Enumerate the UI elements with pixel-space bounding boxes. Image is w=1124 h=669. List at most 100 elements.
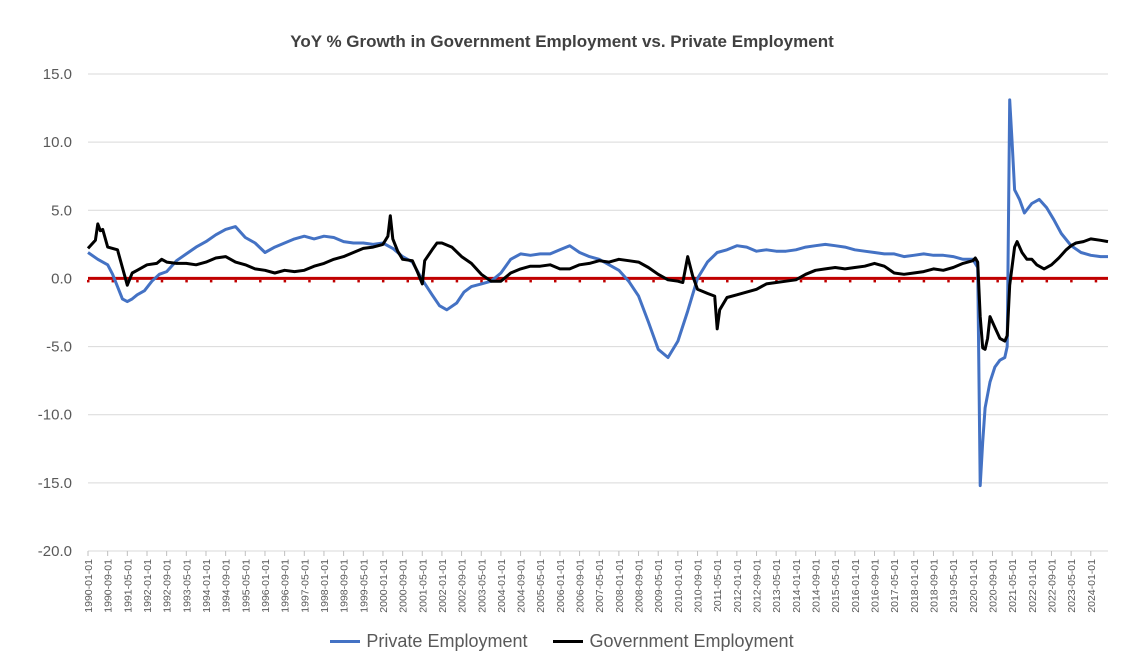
zero-line-marker — [381, 279, 385, 283]
y-tick-label: -5.0 — [46, 339, 72, 356]
zero-line-marker — [406, 279, 410, 283]
zero-line-marker — [799, 279, 803, 283]
zero-line-marker — [603, 279, 606, 283]
x-tick-label: 2023-05-01 — [1066, 559, 1078, 613]
x-tick-label: 2007-05-01 — [594, 559, 606, 613]
x-tick-label: 2020-09-01 — [987, 559, 999, 613]
y-axis: 15.0 10.0 5.0 0.0 -5.0 -10.0 -15.0 -20.0 — [38, 66, 72, 560]
zero-line-marker — [578, 279, 582, 283]
x-tick-label: 2024-01-01 — [1086, 559, 1098, 613]
chart-title: YoY % Growth in Government Employment vs… — [290, 32, 834, 51]
x-tick-label: 2022-09-01 — [1046, 559, 1058, 613]
zero-line-marker — [308, 279, 311, 283]
y-tick-label: 0.0 — [51, 270, 72, 287]
zero-line-marker — [504, 279, 508, 283]
zero-line-marker — [922, 279, 926, 283]
zero-line-marker — [701, 279, 704, 283]
x-tick-label: 2002-01-01 — [437, 559, 449, 613]
zero-line-marker — [234, 279, 237, 283]
x-tick-label: 2016-09-01 — [870, 559, 882, 613]
series-layer — [86, 98, 1109, 488]
x-tick-label: 2008-01-01 — [614, 559, 626, 613]
x-tick-label: 2006-09-01 — [575, 559, 587, 613]
zero-line-marker — [1020, 279, 1024, 283]
x-tick-label: 2000-01-01 — [378, 559, 390, 613]
zero-line-marker — [185, 279, 188, 283]
x-tick-label: 1991-05-01 — [122, 559, 134, 613]
zero-line-marker — [332, 279, 336, 283]
zero-line-marker — [726, 279, 729, 283]
x-tick-label: 1992-01-01 — [142, 559, 154, 613]
y-tick-label: 5.0 — [51, 202, 72, 219]
zero-line-marker — [480, 279, 483, 283]
x-tick-label: 2009-05-01 — [653, 559, 665, 613]
legend-item-private[interactable]: Private Employment — [330, 631, 527, 652]
zero-line-marker — [553, 279, 557, 283]
x-tick-label: 1996-09-01 — [280, 559, 292, 613]
zero-line-marker — [529, 279, 532, 283]
x-tick-label: 2010-01-01 — [673, 559, 685, 613]
x-tick-label: 2012-01-01 — [732, 559, 744, 613]
x-tick-label: 2013-05-01 — [771, 559, 783, 613]
x-tick-label: 1999-05-01 — [358, 559, 370, 613]
y-tick-label: 10.0 — [43, 134, 72, 151]
x-tick-label: 2019-05-01 — [948, 559, 960, 613]
zero-line-marker — [750, 279, 754, 283]
gridlines — [88, 73, 1108, 552]
zero-line-marker — [209, 279, 213, 283]
series-line-private — [87, 98, 1108, 488]
zero-line-marker — [160, 279, 164, 283]
x-tick-label: 1993-05-01 — [181, 559, 193, 613]
legend-label-government: Government Employment — [589, 631, 794, 651]
x-tick-label: 2004-01-01 — [496, 559, 508, 613]
x-tick-label: 2021-05-01 — [1007, 559, 1019, 613]
zero-line-marker — [898, 279, 901, 283]
x-axis: 1990-01-01 1990-09-01 1991-05-01 1992-01-01… — [83, 550, 1108, 613]
zero-line-marker — [136, 279, 139, 283]
zero-line-marker — [259, 279, 262, 283]
x-tick-label: 1998-09-01 — [339, 559, 351, 613]
zero-line-marker — [455, 279, 459, 283]
x-tick-label: 1998-01-01 — [319, 559, 331, 613]
zero-line-marker — [1045, 279, 1049, 283]
x-tick-label: 2012-09-01 — [752, 559, 764, 613]
x-tick-label: 2004-09-01 — [516, 559, 528, 613]
x-tick-label: 2001-05-01 — [417, 559, 429, 613]
x-tick-label: 2020-01-01 — [968, 559, 980, 613]
legend-label-private: Private Employment — [366, 631, 528, 651]
legend: Private Employment Government Employment — [0, 631, 1124, 652]
y-tick-label: 15.0 — [43, 66, 72, 83]
x-tick-label: 2017-05-01 — [889, 559, 901, 613]
zero-line-marker — [873, 279, 877, 283]
x-tick-label: 1990-01-01 — [83, 559, 95, 613]
zero-line-marker — [947, 279, 950, 283]
zero-reference-line — [87, 276, 1108, 283]
x-tick-label: 2005-05-01 — [535, 559, 547, 613]
x-tick-label: 2000-09-01 — [398, 559, 410, 613]
x-tick-label: 2014-09-01 — [811, 559, 823, 613]
x-tick-label: 1997-05-01 — [299, 559, 311, 613]
zero-line-marker — [357, 279, 360, 283]
x-tick-label: 1994-01-01 — [201, 559, 213, 613]
x-tick-label: 2018-09-01 — [928, 559, 940, 613]
x-tick-label: 1995-05-01 — [240, 559, 252, 613]
x-tick-label: 2006-01-01 — [555, 559, 567, 613]
zero-line-marker — [1094, 279, 1098, 283]
zero-line-marker — [971, 279, 975, 283]
legend-item-government[interactable]: Government Employment — [553, 631, 794, 652]
series-line-government — [86, 214, 1109, 351]
zero-line-marker — [1070, 279, 1073, 283]
y-tick-label: -10.0 — [38, 407, 72, 424]
x-tick-label: 2011-05-01 — [712, 559, 724, 612]
x-tick-label: 2008-09-01 — [634, 559, 646, 613]
y-tick-label: -20.0 — [38, 543, 72, 560]
x-tick-label: 2022-01-01 — [1027, 559, 1039, 613]
x-tick-label: 2003-05-01 — [476, 559, 488, 613]
zero-line-marker — [431, 279, 434, 283]
x-tick-label: 2014-01-01 — [791, 559, 803, 613]
x-tick-label: 1990-09-01 — [103, 559, 115, 613]
x-tick-label: 1996-01-01 — [260, 559, 272, 613]
legend-swatch-private — [330, 640, 361, 643]
x-tick-label: 2018-01-01 — [909, 559, 921, 613]
